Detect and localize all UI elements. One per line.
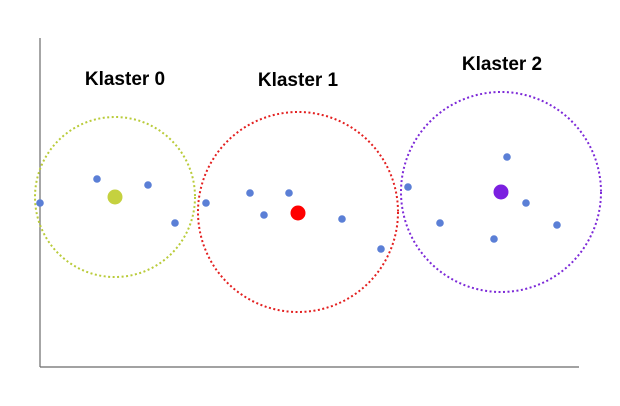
cluster-0-boundary — [34, 116, 196, 278]
cluster-2-centroid — [493, 184, 509, 200]
cluster-0-point — [144, 181, 152, 189]
cluster-2-point — [522, 199, 530, 207]
cluster-0-point — [171, 219, 179, 227]
cluster-0-centroid — [107, 189, 123, 205]
cluster-1-boundary — [197, 111, 399, 313]
cluster-1-point — [377, 245, 385, 253]
cluster-2-point — [436, 219, 444, 227]
cluster-0: Klaster 0 — [34, 69, 196, 278]
cluster-0-label: Klaster 0 — [85, 69, 165, 90]
cluster-1-point — [260, 211, 268, 219]
cluster-1-label: Klaster 1 — [258, 70, 339, 91]
cluster-2-point — [490, 235, 498, 243]
cluster-1-centroid — [290, 205, 306, 221]
cluster-2-point — [404, 183, 412, 191]
cluster-2-label: Klaster 2 — [462, 54, 542, 75]
cluster-1-point — [285, 189, 293, 197]
cluster-1-point — [202, 199, 210, 207]
cluster-1-point — [246, 189, 254, 197]
cluster-2-boundary — [400, 91, 602, 293]
cluster-0-point — [93, 175, 101, 183]
cluster-1: Klaster 1 — [197, 70, 399, 313]
cluster-2: Klaster 2 — [400, 54, 602, 293]
cluster-2-point — [503, 153, 511, 161]
cluster-2-point — [553, 221, 561, 229]
cluster-0-point — [36, 199, 44, 207]
cluster-1-point — [338, 215, 346, 223]
